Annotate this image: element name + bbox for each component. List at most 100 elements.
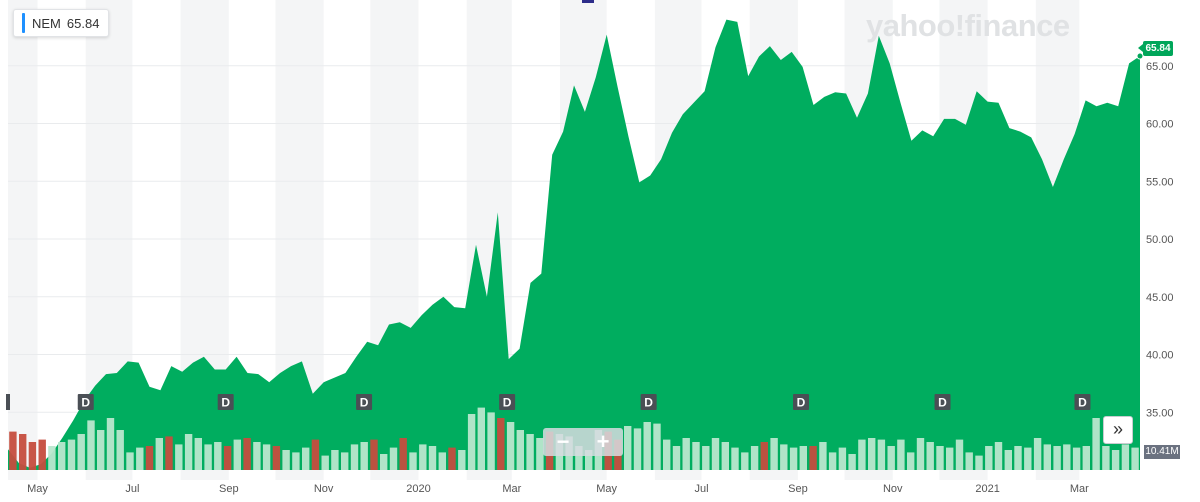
- volume-bar: [341, 452, 349, 470]
- volume-bar: [819, 442, 827, 470]
- volume-bar: [799, 446, 807, 470]
- x-tick-label: Jul: [125, 483, 139, 495]
- x-tick-label: Nov: [883, 483, 903, 495]
- ticker-symbol: NEM: [32, 15, 61, 31]
- volume-bar: [721, 442, 729, 470]
- volume-bar: [106, 418, 115, 470]
- volume-bar: [672, 446, 681, 470]
- volume-bar: [419, 444, 427, 470]
- volume-bar: [399, 438, 407, 470]
- volume-bar: [965, 452, 973, 470]
- volume-bar: [506, 422, 515, 470]
- volume-bar: [887, 446, 895, 470]
- volume-bar: [1014, 446, 1022, 470]
- volume-bar: [750, 446, 759, 470]
- volume-bar: [994, 442, 1003, 470]
- volume-bar: [477, 407, 485, 470]
- volume-bar: [292, 452, 300, 470]
- dividend-marker: [793, 394, 810, 410]
- dividend-marker: [217, 394, 234, 410]
- y-tick-label: 65.00: [1146, 61, 1174, 73]
- volume-bar: [214, 442, 222, 470]
- volume-bar: [321, 455, 329, 470]
- volume-bar: [692, 442, 700, 470]
- volume-bar: [282, 450, 290, 470]
- volume-bar: [360, 442, 368, 470]
- volume-bar: [204, 444, 212, 470]
- volume-bar: [838, 447, 847, 470]
- volume-bar: [1072, 447, 1081, 470]
- volume-bar: [624, 426, 632, 470]
- volume-bar: [702, 446, 710, 470]
- zoom-out-button[interactable]: −: [556, 429, 570, 454]
- dividend-marker-label: D: [938, 396, 947, 410]
- volume-bar: [497, 418, 505, 470]
- ticker-badge[interactable]: NEM 65.84: [13, 9, 110, 37]
- volume-bar: [780, 444, 788, 470]
- x-tick-label: Sep: [788, 483, 808, 495]
- volume-bar: [1092, 418, 1100, 470]
- x-tick-label: 2021: [975, 483, 999, 495]
- y-tick-label: 50.00: [1146, 234, 1174, 246]
- volume-bar: [975, 455, 983, 470]
- volume-bar: [877, 439, 886, 470]
- dividend-marker: [77, 394, 94, 410]
- volume-bar: [1111, 450, 1120, 470]
- x-tick-label: 2020: [406, 483, 430, 495]
- x-tick-label: Sep: [219, 483, 239, 495]
- volume-bar: [682, 438, 690, 470]
- dividend-marker: [499, 394, 516, 410]
- dividend-marker: [356, 394, 373, 410]
- last-price-tag: 65.84: [1138, 41, 1173, 56]
- period-start-marker: [6, 394, 10, 410]
- volume-bar: [1131, 447, 1139, 470]
- volume-bar: [848, 454, 856, 470]
- volume-bar: [272, 446, 281, 470]
- dividend-marker-label: D: [221, 396, 230, 410]
- dividend-marker-label: D: [797, 396, 806, 410]
- volume-bar: [175, 444, 183, 470]
- volume-bar: [184, 434, 193, 470]
- volume-bar: [165, 436, 173, 470]
- volume-bar: [438, 452, 446, 470]
- month-band: [8, 0, 38, 480]
- dividend-marker-label: D: [644, 396, 653, 410]
- volume-bar: [136, 447, 144, 470]
- y-tick-label: 60.00: [1146, 119, 1174, 131]
- volume-bar: [467, 414, 476, 470]
- volume-bar: [448, 447, 456, 470]
- y-tick-label: 45.00: [1146, 292, 1174, 304]
- dividend-marker-label: D: [1078, 396, 1087, 410]
- volume-bar: [789, 447, 798, 470]
- x-tick-label: Mar: [1070, 483, 1089, 495]
- volume-bar: [311, 439, 320, 470]
- volume-bar: [428, 446, 437, 470]
- volume-bar: [1033, 438, 1042, 470]
- volume-bar: [868, 438, 876, 470]
- volume-bar: [985, 446, 993, 470]
- double-chevron-right-icon[interactable]: »: [1103, 416, 1133, 444]
- volume-bar: [1004, 450, 1012, 470]
- dividend-marker-label: D: [503, 396, 512, 410]
- volume-bar: [58, 442, 66, 470]
- x-tick-label: Nov: [314, 483, 334, 495]
- zoom-in-button[interactable]: +: [596, 429, 610, 454]
- volume-bar: [38, 439, 46, 470]
- volume-bar: [907, 452, 915, 470]
- volume-bar: [116, 430, 124, 470]
- volume-bar: [516, 430, 524, 470]
- volume-bar: [145, 446, 154, 470]
- zoom-controls: − +: [543, 428, 623, 456]
- x-tick-label: Jul: [694, 483, 708, 495]
- range-marker: [582, 0, 594, 3]
- volume-bar: [926, 442, 934, 470]
- volume-bar: [380, 454, 388, 470]
- volume-bar: [760, 442, 768, 470]
- price-area: [8, 19, 1140, 470]
- volume-bar: [262, 444, 271, 470]
- y-tick-label: 40.00: [1146, 350, 1174, 362]
- volume-bar: [1043, 444, 1051, 470]
- volume-bar: [526, 434, 534, 470]
